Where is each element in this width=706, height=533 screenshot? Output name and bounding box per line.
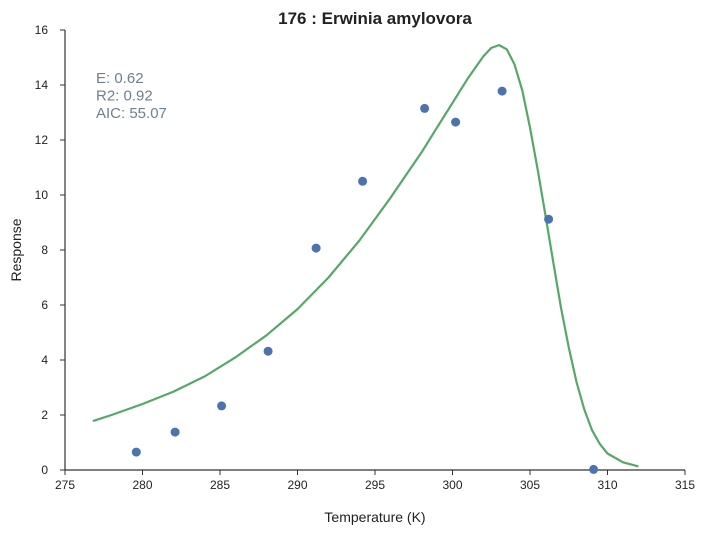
annotation-line: R2: 0.92	[96, 88, 153, 105]
data-point	[544, 214, 554, 224]
data-point	[263, 346, 273, 356]
y-tick-label: 10	[35, 188, 49, 202]
data-point	[589, 464, 599, 474]
x-tick-label: 280	[132, 478, 152, 492]
data-point	[131, 447, 141, 457]
x-tick-label: 300	[442, 478, 462, 492]
x-tick-label: 285	[210, 478, 230, 492]
axes: 275 280 285 290 295 300 305 310 315 0 2 4 6 8 10 12 14 16	[35, 23, 696, 492]
data-point	[420, 103, 430, 113]
data-point	[217, 401, 227, 411]
y-tick-label: 4	[41, 353, 48, 367]
y-tick-label: 0	[41, 463, 48, 477]
data-point	[311, 243, 321, 253]
data-point	[358, 176, 368, 186]
x-axis-label: Temperature (K)	[324, 509, 425, 525]
y-tick-label: 12	[35, 133, 49, 147]
data-point	[170, 427, 180, 437]
y-tick-label: 6	[41, 298, 48, 312]
y-tick-label: 2	[41, 408, 48, 422]
annotation-line: E: 0.62	[96, 70, 144, 87]
data-points-layer	[131, 86, 599, 474]
x-tick-label: 310	[597, 478, 617, 492]
data-point	[451, 117, 461, 127]
y-tick-label: 16	[35, 23, 49, 37]
y-tick-label: 14	[35, 78, 49, 92]
x-tick-label: 315	[675, 478, 695, 492]
x-tick-label: 275	[55, 478, 75, 492]
y-axis-label: Response	[8, 218, 24, 281]
y-tick-label: 8	[41, 243, 48, 257]
fit-curve-layer	[92, 44, 639, 468]
x-tick-label: 295	[365, 478, 385, 492]
fit-curve	[92, 44, 639, 468]
data-point	[497, 86, 507, 96]
annotation-line: AIC: 55.07	[96, 105, 167, 122]
x-tick-label: 305	[520, 478, 540, 492]
chart-title: 176 : Erwinia amylovora	[278, 9, 472, 28]
x-tick-label: 290	[287, 478, 307, 492]
